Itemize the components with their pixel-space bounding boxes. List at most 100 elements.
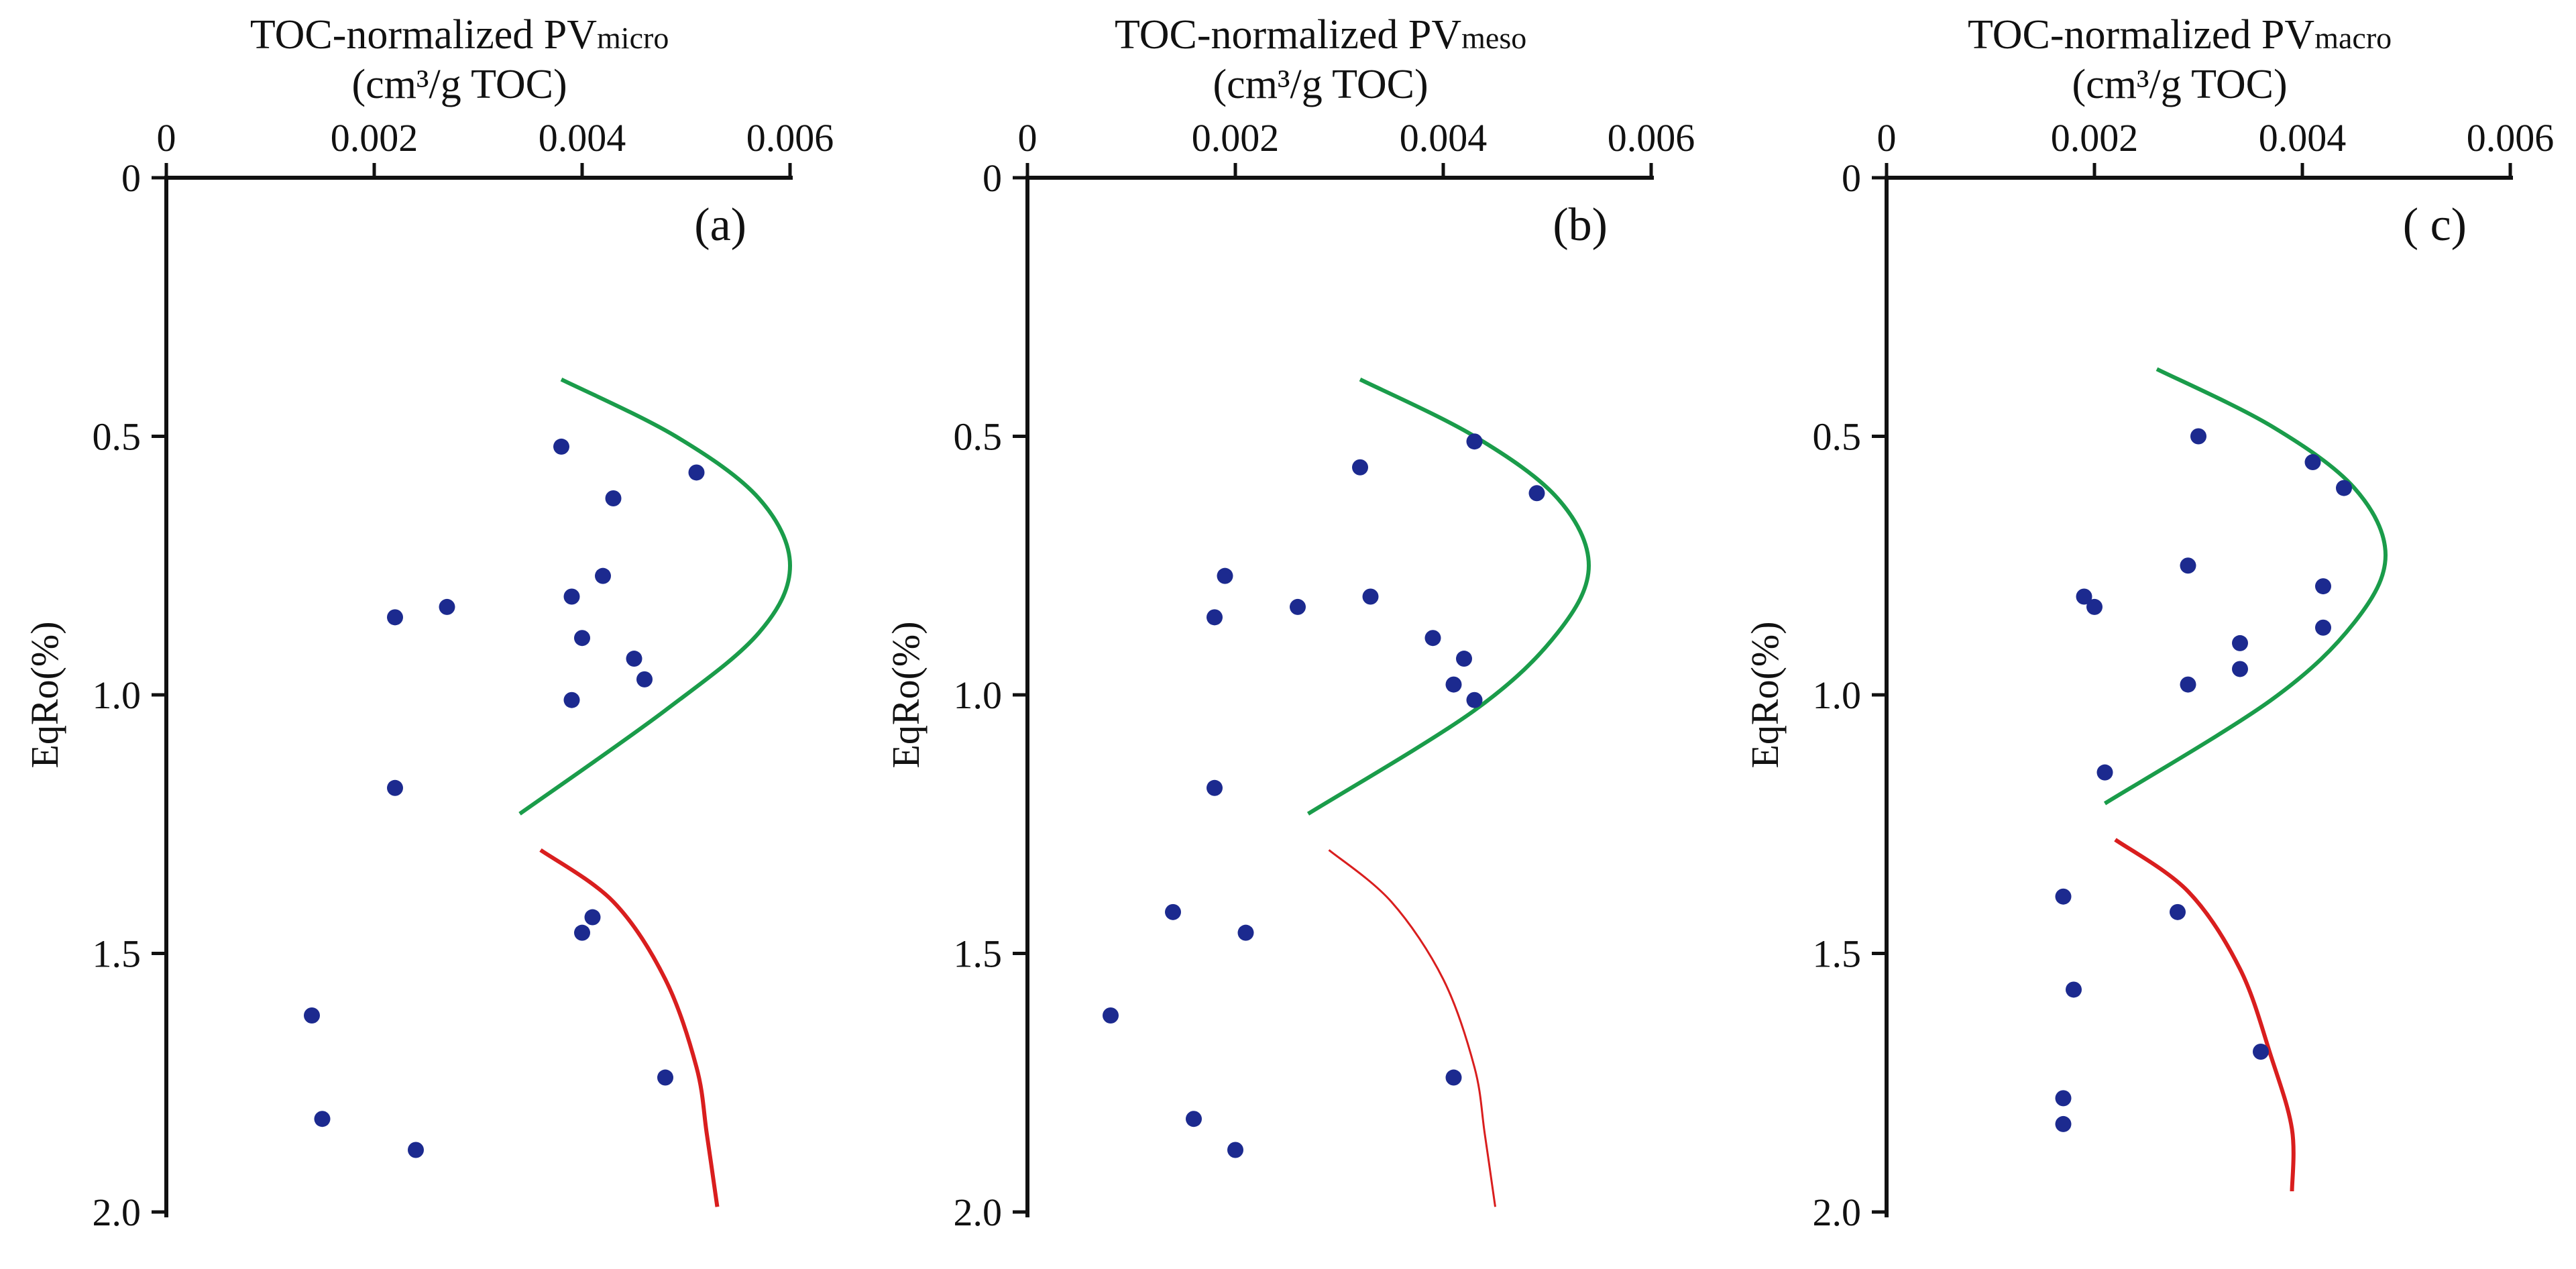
chart-0-y-tick-label: 0.5 [93,415,142,459]
chart-0-unit-label: (cm³/g TOC) [352,62,567,107]
chart-1-point-3 [1217,567,1233,584]
chart-0-point-4 [563,588,580,605]
chart-0-title-main: TOC-normalized PV [250,12,597,58]
chart-0-point-1 [688,464,705,481]
chart-0-y-tick-label: 0 [121,156,141,200]
chart-0-point-11 [387,779,403,796]
chart-2-point-8 [2232,634,2248,651]
chart-0-y-axis-label: EqRo(%) [23,621,66,768]
chart-2-point-15 [2253,1043,2269,1060]
chart-1-point-12 [1165,903,1181,920]
chart-0-x-tick-label: 0.006 [746,116,834,160]
chart-1-point-15 [1445,1069,1462,1086]
chart-0-point-12 [584,909,601,926]
chart-1-unit-label: (cm³/g TOC) [1213,62,1429,107]
chart-2-point-2 [2336,480,2352,496]
chart-1-point-17 [1227,1142,1243,1158]
chart-2-x-tick-label: 0.006 [2467,116,2555,160]
chart-2-unit-label: (cm³/g TOC) [2072,62,2288,107]
chart-0-y-tick-label: 2.0 [93,1191,142,1234]
chart-2-y-tick-label: 0.5 [1813,415,1862,459]
chart-0-point-0 [553,438,569,455]
chart-0-point-13 [574,924,590,941]
chart-2-point-9 [2232,661,2248,677]
chart-1-point-6 [1207,609,1223,626]
chart-1-green-trend-curve [1306,378,1591,816]
chart-2-panel-label: ( c) [2403,199,2467,251]
chart-2-point-7 [2315,619,2331,636]
chart-1-title-main: TOC-normalized PV [1115,12,1461,58]
chart-0-x-tick-label: 0 [157,116,176,160]
chart-1-x-tick-label: 0.002 [1192,116,1280,160]
chart-2-point-11 [2096,764,2113,781]
chart-0-x-tick-label: 0.004 [539,116,626,160]
chart-1-point-11 [1207,779,1223,796]
chart-1-point-0 [1466,433,1483,450]
chart-1-point-14 [1103,1007,1119,1024]
chart-2-point-1 [2304,454,2321,471]
chart-1-y-tick-label: 0.5 [954,415,1003,459]
chart-1-point-4 [1362,588,1379,605]
chart-2-y-tick-label: 0 [1842,156,1861,200]
chart-1-point-16 [1186,1111,1202,1127]
chart-0-point-10 [563,692,580,708]
chart-2-x-tick-label: 0.002 [2051,116,2139,160]
chart-2-x-tick-label: 0.004 [2259,116,2347,160]
chart-0-point-5 [439,598,455,615]
chart-2-y-axis-label: EqRo(%) [1743,621,1787,768]
chart-1-point-8 [1456,651,1472,667]
chart-1-y-axis-label: EqRo(%) [884,621,928,768]
chart-2-point-5 [2076,588,2092,605]
chart-1-x-tick-label: 0.004 [1400,116,1488,160]
chart-2-point-0 [2190,428,2206,445]
chart-2-point-10 [2180,676,2196,693]
chart-0-x-tick-label: 0.002 [331,116,418,160]
chart-1-point-9 [1445,676,1462,693]
chart-0-y-tick-label: 1.0 [93,673,142,717]
chart-1-x-tick-label: 0.006 [1608,116,1695,160]
chart-1-y-tick-label: 2.0 [954,1191,1003,1234]
chart-1-y-tick-label: 1.0 [954,673,1003,717]
chart-0-point-3 [595,567,611,584]
chart-2-red-trend-curve [2114,838,2296,1192]
chart-2-point-4 [2315,578,2331,595]
chart-2-x-tick-label: 0 [1877,116,1897,160]
chart-2-point-12 [2055,888,2072,905]
chart-0-point-9 [636,671,653,687]
chart-0-point-7 [574,630,590,647]
chart-0-point-15 [657,1069,673,1086]
chart-0-point-2 [605,490,622,507]
chart-2-point-14 [2066,981,2082,998]
chart-0-green-trend-curve [518,378,793,816]
chart-0-title-sub: micro [597,21,669,55]
chart-2-title-main: TOC-normalized PV [1968,12,2314,58]
chart-0-point-17 [408,1142,424,1158]
chart-2-point-6 [2086,598,2103,615]
chart-1-point-2 [1528,485,1545,502]
chart-1-x-tick-label: 0 [1018,116,1038,160]
chart-1-point-5 [1290,598,1306,615]
chart-2-point-13 [2170,903,2186,920]
chart-2-y-tick-label: 1.5 [1813,932,1862,976]
chart-2-title-sub: macro [2314,21,2392,55]
chart-0-point-6 [387,609,403,626]
chart-0-point-8 [626,651,642,667]
panel-c: 0 0.002 0.004 0.006 0 0.5 1.0 1.5 2.0 EqRo(%) TOC-… [1743,12,2554,1234]
chart-2-point-17 [2055,1115,2072,1132]
chart-1-point-10 [1466,692,1483,708]
chart-1-point-13 [1237,924,1254,941]
chart-2-y-tick-label: 1.0 [1813,673,1862,717]
chart-2-point-3 [2180,557,2196,574]
chart-1-y-tick-label: 0 [983,156,1002,200]
chart-1-point-1 [1352,459,1368,476]
chart-2-point-16 [2055,1090,2072,1107]
chart-0-red-trend-curve [539,848,720,1207]
panel-a: 0 0.002 0.004 0.006 0 0.5 1.0 1.5 2.0 EqRo(%) TOC-… [23,12,834,1234]
chart-2-green-trend-curve [2103,367,2388,806]
chart-1-title: TOC-normalized PVmeso [1115,12,1526,58]
chart-0-y-tick-label: 1.5 [93,932,142,976]
chart-0-point-14 [304,1007,320,1024]
panel-b: 0 0.002 0.004 0.006 0 0.5 1.0 1.5 2.0 EqRo(%) TOC-… [884,12,1695,1234]
chart-2-y-tick-label: 2.0 [1813,1191,1862,1234]
